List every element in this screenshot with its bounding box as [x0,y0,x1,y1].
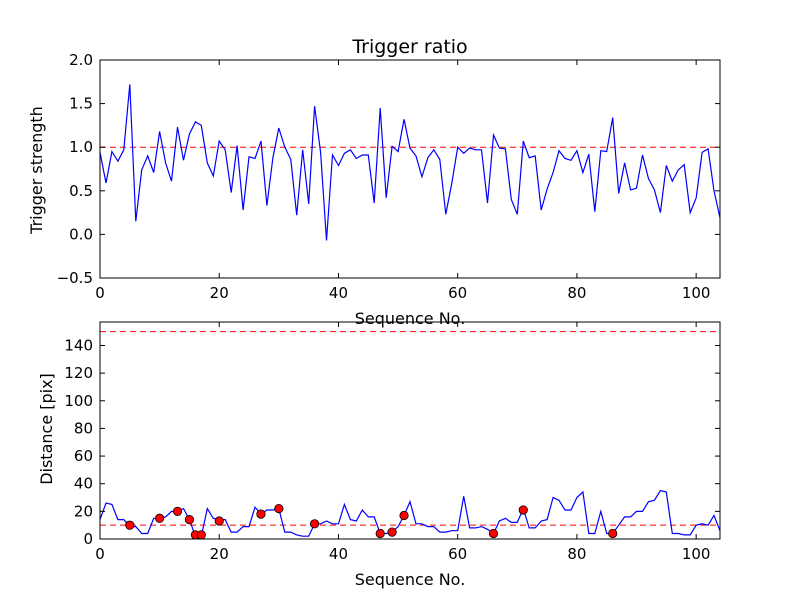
series-line-0 [99,84,721,241]
y-tick-label: 120 [64,364,93,382]
x-tick-label: 0 [95,284,105,302]
x-tick-label: 80 [567,284,586,302]
marker-point [125,520,135,530]
y-tick-label: 20 [74,502,93,520]
marker-point [214,516,224,526]
ticks: 0 20 40 60 80 100 0 20 40 60 80 100 120 140 [64,322,720,563]
marker-point [399,510,409,521]
y-tick-label: 1.0 [69,138,93,156]
y-tick-label: 2.0 [69,51,93,69]
x-tick-label: 60 [448,284,467,302]
x-axis-label: Sequence No. [355,309,466,328]
y-tick-label: 0.0 [69,225,93,243]
x-axis-label: Sequence No. [355,570,466,589]
reference-lines [100,331,720,526]
markers [125,503,618,540]
marker-point [274,503,284,514]
chart-title: Trigger ratio [351,36,467,58]
y-tick-label: 140 [64,336,93,354]
series-lines [99,489,721,537]
x-tick-label: 40 [329,284,348,302]
y-tick-label: 60 [74,447,93,465]
y-tick-label: 80 [74,419,93,437]
marker-point [375,528,385,539]
x-tick-label: 100 [682,545,711,563]
x-tick-label: 0 [95,545,105,563]
plot-frame [99,59,721,279]
marker-point [518,505,528,515]
x-tick-label: 80 [567,545,586,563]
y-tick-label: 100 [64,392,93,410]
y-tick-label: 0.5 [69,182,93,200]
y-axis-label: Distance [pix] [37,373,56,485]
y-tick-label: 0 [83,530,93,548]
marker-point [387,527,397,537]
x-tick-label: 60 [448,545,467,563]
y-tick-label: 40 [74,475,93,493]
y-tick-label: −0.5 [57,269,93,287]
trigger-ratio-chart: Trigger ratio Sequence No. Trigger stren… [27,36,721,328]
x-tick-label: 20 [210,284,229,302]
marker-point [184,515,195,525]
distance-chart: Sequence No. Distance [pix] 0 20 40 60 80 100… [37,321,721,589]
marker-point [155,513,165,523]
y-axis-label: Trigger strength [27,106,46,235]
x-tick-label: 40 [329,545,348,563]
marker-point [310,519,320,529]
marker-point [256,509,266,519]
x-tick-label: 20 [210,545,229,563]
series-lines [99,84,721,241]
marker-point [488,528,499,539]
marker-point [172,506,183,516]
marker-point [608,528,618,539]
y-tick-label: 1.5 [69,95,93,113]
x-tick-label: 100 [682,284,711,302]
series-line-0 [99,489,721,537]
plot-frame [99,321,721,540]
marker-point [196,530,206,540]
